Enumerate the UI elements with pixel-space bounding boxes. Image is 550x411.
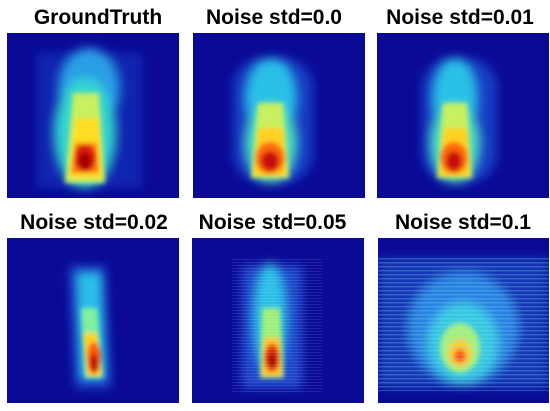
- panel-title-noise-01: Noise std=0.1: [395, 211, 531, 234]
- heatmap-noise-001: [377, 33, 549, 198]
- heatmap-noise-01: [378, 238, 549, 403]
- panel-title-noise-002: Noise std=0.02: [20, 211, 168, 234]
- heatmap-groundtruth: [7, 33, 179, 198]
- heatmap-noise-005: [192, 238, 364, 403]
- panel-title-noise-0: Noise std=0.0: [206, 6, 342, 29]
- panel-title-noise-005: Noise std=0.05: [198, 211, 347, 234]
- panel-title-noise-001: Noise std=0.01: [386, 6, 534, 29]
- heatmap-noise-0: [193, 33, 365, 198]
- heatmap-noise-002: [7, 238, 179, 403]
- panel-title-groundtruth: GroundTruth: [33, 6, 163, 29]
